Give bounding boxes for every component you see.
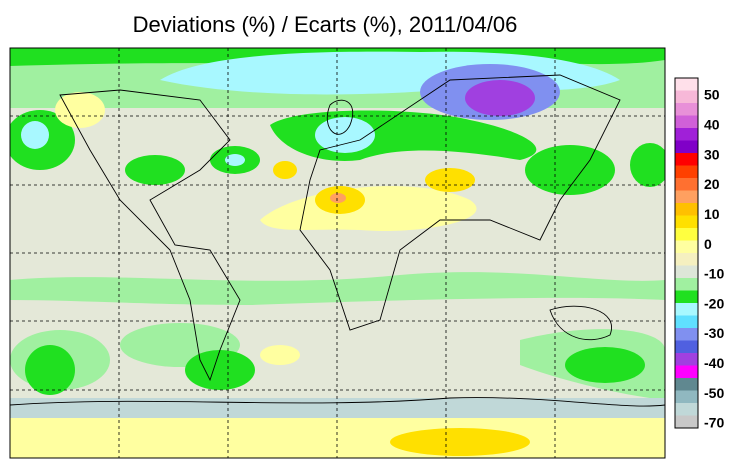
colorbar-label: -10 <box>704 266 724 282</box>
colorbar-bin <box>675 115 698 129</box>
colorbar-bin <box>675 165 698 179</box>
colorbar-bin <box>675 390 698 404</box>
colorbar-bin <box>675 378 698 391</box>
colorbar-bin <box>675 265 698 279</box>
colorbar-bin <box>675 190 698 204</box>
colorbar-bin <box>675 315 698 329</box>
colorbar-label: -40 <box>704 355 724 371</box>
colorbar-bin <box>675 128 698 141</box>
colorbar-bin <box>675 90 698 104</box>
colorbar-label: -70 <box>704 415 724 431</box>
colorbar-bin <box>675 290 698 304</box>
colorbar-label: 20 <box>704 176 720 192</box>
colorbar-label: 30 <box>704 146 720 162</box>
map <box>9 47 666 459</box>
colorbar-bin <box>675 365 698 379</box>
colorbar-label: 50 <box>704 87 720 103</box>
colorbar-bin <box>675 253 698 266</box>
colorbar-label: 10 <box>704 206 720 222</box>
colorbar-bin <box>675 240 698 254</box>
colorbar-bin <box>675 203 698 216</box>
colorbar: 50 40 30 20 10 0 -10 -20 -30 -40 -50 -70 <box>674 77 724 431</box>
colorbar-bin <box>675 328 698 341</box>
colorbar-bin <box>675 153 698 166</box>
colorbar-label: 40 <box>704 117 720 133</box>
colorbar-frame <box>674 77 699 429</box>
colorbar-bin <box>675 215 698 229</box>
colorbar-bin <box>675 78 698 91</box>
colorbar-bin <box>675 403 698 416</box>
colorbar-bin <box>675 178 698 191</box>
colorbar-bin <box>675 278 698 291</box>
colorbar-label: -20 <box>704 295 724 311</box>
title: Deviations (%) / Ecarts (%), 2011/04/06 <box>133 12 518 37</box>
colorbar-bin <box>675 303 698 316</box>
colorbar-bin <box>675 103 698 116</box>
colorbar-bin <box>675 140 698 154</box>
colorbar-bin <box>675 415 698 429</box>
graticule <box>10 48 665 458</box>
colorbar-label: -50 <box>704 385 724 401</box>
colorbar-label: -30 <box>704 325 724 341</box>
colorbar-bin <box>675 353 698 366</box>
colorbar-bin <box>675 228 698 241</box>
colorbar-label: 0 <box>704 236 712 252</box>
colorbar-bin <box>675 340 698 354</box>
